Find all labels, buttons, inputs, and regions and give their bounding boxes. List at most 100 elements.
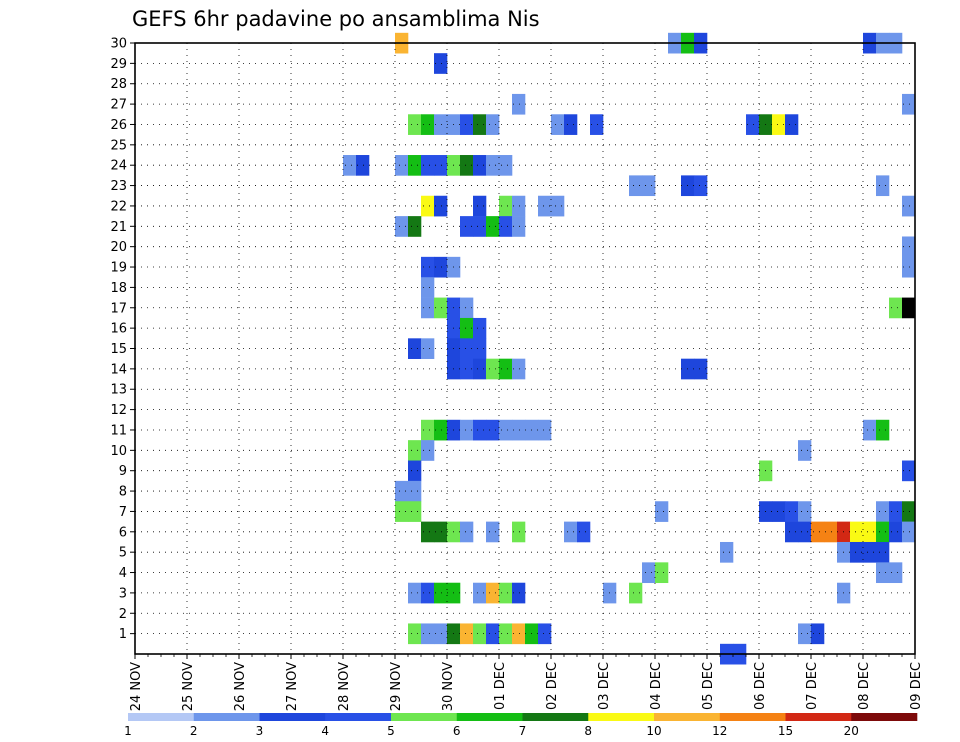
heatmap-cell — [512, 521, 526, 543]
heatmap-cell — [499, 623, 513, 645]
colorbar-swatch — [259, 713, 326, 721]
x-tick-label: 01 DEC — [493, 662, 508, 710]
heatmap-cell — [408, 480, 422, 502]
colorbar-swatch — [391, 713, 458, 721]
heatmap-cell — [499, 358, 513, 380]
x-tick-label: 29 NOV — [389, 662, 404, 711]
heatmap-cell — [642, 562, 656, 584]
heatmap-cell — [434, 521, 448, 543]
heatmap-cell — [434, 419, 448, 441]
heatmap-cell — [590, 114, 604, 135]
heatmap-cell — [512, 216, 526, 237]
heatmap-cell — [486, 419, 500, 441]
y-tick-label: 4 — [119, 566, 127, 581]
y-tick-label: 28 — [110, 77, 127, 92]
heatmap-cell — [785, 521, 799, 543]
heatmap-cell — [434, 195, 448, 217]
heatmap-cell — [356, 155, 370, 176]
colorbar-label: 20 — [844, 724, 859, 738]
heatmap-cell — [902, 460, 916, 482]
x-tick-label: 08 DEC — [857, 662, 872, 710]
colorbar-label: 2 — [190, 724, 198, 738]
colorbar-label: 12 — [712, 724, 727, 738]
colorbar-label: 10 — [646, 724, 661, 738]
x-tick-label: 25 NOV — [181, 662, 196, 711]
y-tick-label: 21 — [110, 220, 127, 235]
heatmap-cell — [889, 297, 903, 319]
heatmap-cell — [395, 480, 409, 502]
heatmap-cell — [421, 521, 435, 543]
heatmap-cell — [863, 419, 877, 441]
colorbar-swatch — [325, 713, 392, 721]
heatmap-cell — [473, 114, 487, 135]
heatmap-cell — [785, 114, 799, 135]
heatmap-cell — [421, 623, 435, 645]
heatmap-cell — [473, 338, 487, 359]
heatmap-cell — [486, 358, 500, 380]
y-tick-label: 26 — [110, 118, 127, 133]
colorbar-label: 5 — [387, 724, 395, 738]
heatmap-cell — [460, 317, 474, 339]
y-tick-label: 2 — [119, 607, 127, 622]
heatmap-cell — [499, 419, 513, 441]
heatmap-cell — [798, 521, 812, 543]
heatmap-cell — [486, 521, 500, 543]
heatmap-cell — [408, 623, 422, 645]
heatmap-cell — [408, 155, 422, 176]
colorbar-swatch — [522, 713, 589, 721]
heatmap-cell — [694, 358, 708, 380]
colorbar-label: 8 — [584, 724, 592, 738]
colorbar-swatch — [128, 713, 195, 721]
heatmap-cell — [876, 521, 890, 543]
y-tick-label: 13 — [110, 383, 127, 398]
heatmap-cell — [473, 358, 487, 380]
heatmap-cell — [876, 419, 890, 441]
heatmap-cell — [499, 216, 513, 237]
heatmap-cell — [408, 460, 422, 482]
heatmap-cell — [460, 216, 474, 237]
heatmap-cell — [538, 623, 552, 645]
heatmap-cell — [408, 440, 422, 461]
y-tick-label: 6 — [119, 525, 127, 540]
heatmap-cell — [486, 216, 500, 237]
heatmap-cell — [460, 419, 474, 441]
heatmap-cell — [434, 155, 448, 176]
x-tick-label: 04 DEC — [649, 662, 664, 710]
heatmap-cell — [421, 277, 435, 298]
heatmap-cell — [408, 114, 422, 135]
heatmap-cell — [486, 623, 500, 645]
heatmap-cell — [811, 521, 825, 543]
heatmap-cell — [876, 175, 890, 197]
heatmap-cell — [421, 114, 435, 135]
heatmap-cell — [889, 501, 903, 522]
y-tick-label: 18 — [110, 281, 127, 296]
heatmap-cell — [434, 114, 448, 135]
y-tick-label: 17 — [110, 301, 127, 316]
y-tick-label: 25 — [110, 138, 127, 153]
heatmap-cell — [798, 440, 812, 461]
heatmap-cell — [499, 195, 513, 217]
heatmap-cell — [408, 216, 422, 237]
heatmap-cell — [512, 582, 526, 604]
heatmap-cell — [421, 195, 435, 217]
heatmap-cell — [720, 541, 734, 563]
y-tick-label: 3 — [119, 586, 127, 601]
heatmap-cell — [902, 501, 916, 522]
y-axis: 1234567891011121314151617181920212223242… — [110, 37, 135, 642]
y-tick-label: 27 — [110, 98, 127, 113]
y-tick-label: 23 — [110, 179, 127, 194]
heatmap-cell — [551, 195, 565, 217]
colorbar-label: 6 — [453, 724, 461, 738]
heatmap-cell — [798, 623, 812, 645]
colorbar-label: 7 — [519, 724, 527, 738]
heatmap-cell — [538, 195, 552, 217]
heatmap-cell — [564, 521, 578, 543]
y-tick-label: 14 — [110, 362, 127, 377]
y-tick-label: 15 — [110, 342, 127, 357]
heatmap-cell — [486, 155, 500, 176]
heatmap-cell — [473, 195, 487, 217]
heatmap-cell — [434, 582, 448, 604]
heatmap-cell — [499, 155, 513, 176]
colorbar-swatch — [719, 713, 786, 721]
colorbar-swatch — [456, 713, 523, 721]
